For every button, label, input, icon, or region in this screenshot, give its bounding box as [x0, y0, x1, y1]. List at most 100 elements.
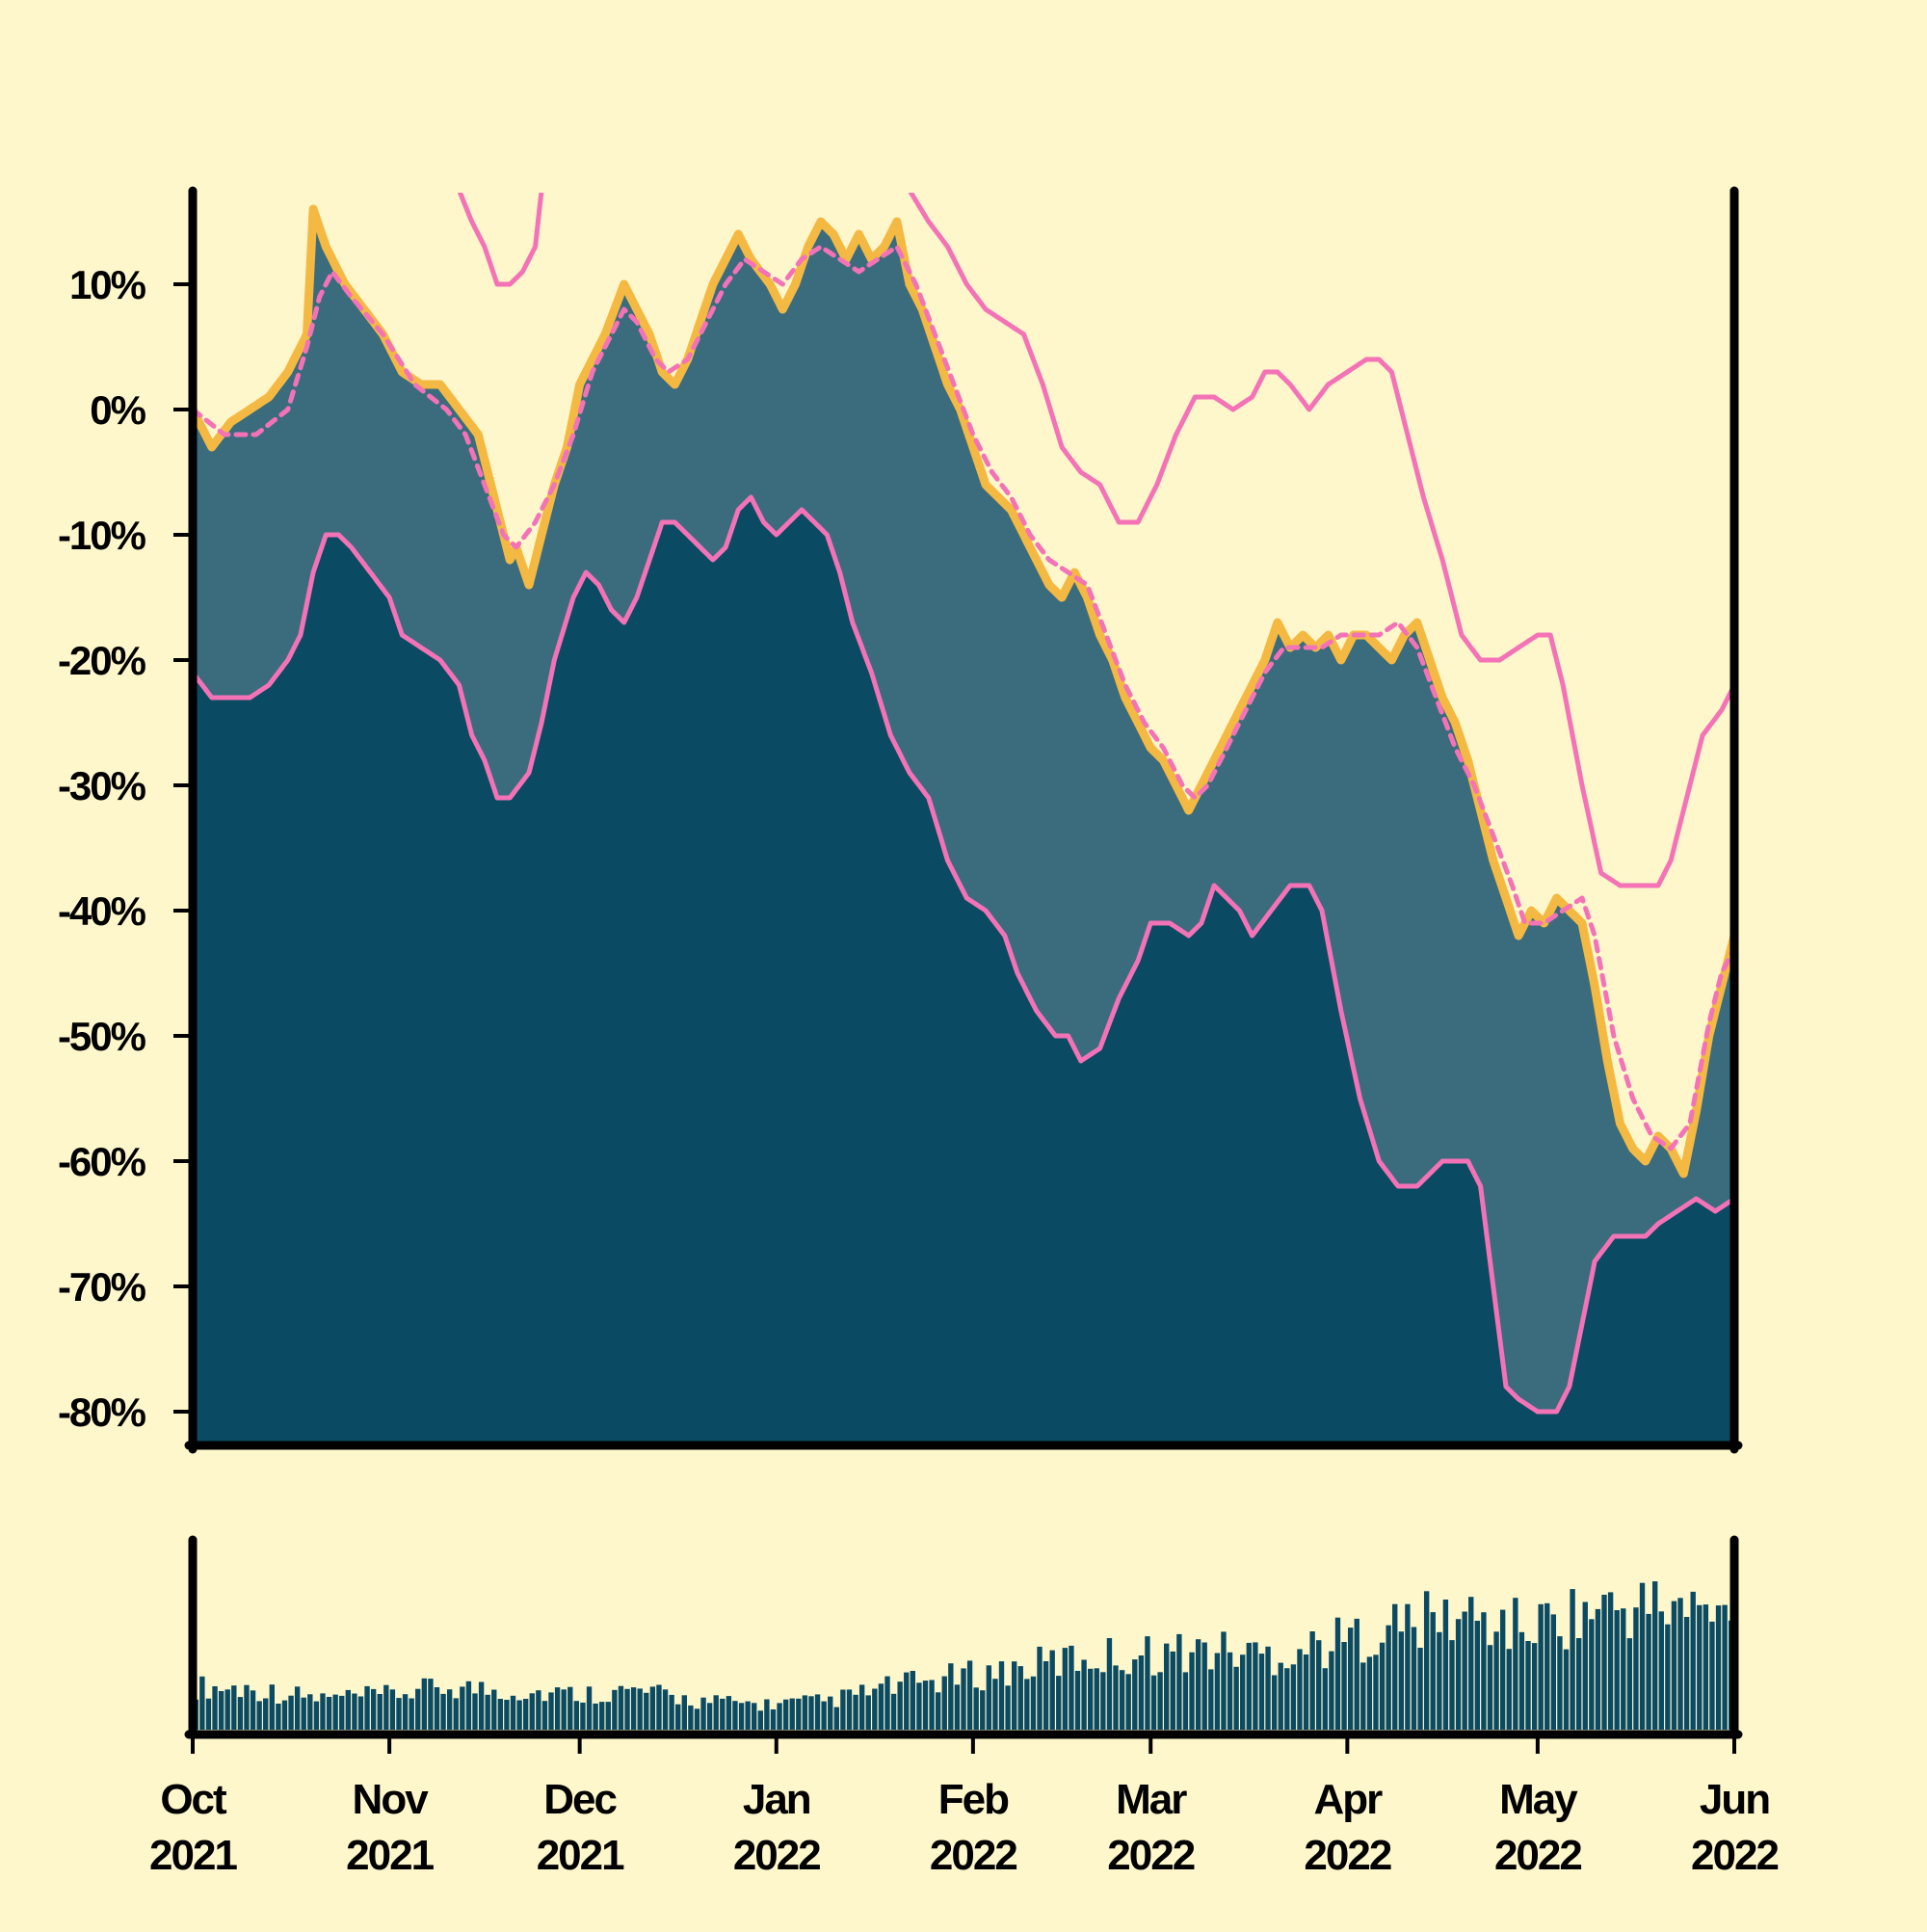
volume-bar — [307, 1694, 313, 1730]
y-tick-label: -10% — [58, 513, 146, 558]
volume-bar — [522, 1699, 529, 1730]
volume-bar — [986, 1665, 992, 1730]
volume-bar — [732, 1701, 738, 1730]
volume-bar — [1417, 1648, 1423, 1730]
volume-bar — [738, 1703, 745, 1730]
volume-bar — [1360, 1662, 1366, 1730]
volume-bar — [1614, 1610, 1620, 1730]
volume-bar — [440, 1693, 446, 1730]
volume-bar — [1049, 1650, 1055, 1730]
volume-bar — [1646, 1613, 1651, 1730]
volume-bar — [205, 1698, 212, 1730]
volume-bar — [383, 1684, 389, 1730]
volume-bar — [1246, 1642, 1252, 1730]
volume-bar — [1347, 1628, 1354, 1730]
volume-bar — [1176, 1633, 1182, 1730]
volume-bar — [332, 1694, 338, 1730]
volume-bar — [814, 1694, 821, 1730]
volume-bar — [1189, 1652, 1195, 1730]
volume-bar — [1373, 1654, 1379, 1730]
x-tick-year: 2022 — [1304, 1832, 1390, 1879]
volume-bar — [396, 1698, 402, 1730]
volume-bar — [497, 1699, 504, 1730]
volume-bar — [1329, 1651, 1334, 1730]
volume-bar — [878, 1683, 884, 1730]
volume-bar — [465, 1681, 472, 1730]
volume-bar — [865, 1695, 871, 1730]
volume-bar — [618, 1685, 624, 1730]
volume-bar — [1392, 1603, 1398, 1730]
volume-bar — [1671, 1601, 1677, 1730]
volume-bar — [688, 1705, 694, 1730]
volume-bar — [485, 1694, 490, 1730]
volume-bar — [833, 1707, 839, 1730]
volume-bar — [389, 1689, 396, 1730]
volume-bar — [1354, 1618, 1359, 1730]
volume-bar — [364, 1685, 370, 1730]
volume-plot-area — [193, 1581, 1734, 1730]
lower-band-line — [193, 494, 1734, 1415]
volume-bar — [649, 1686, 656, 1730]
volume-bar — [415, 1688, 421, 1730]
volume-bar — [1430, 1612, 1436, 1730]
moving-average-line — [193, 244, 1734, 1151]
volume-bar — [536, 1690, 541, 1730]
volume-bar — [478, 1681, 485, 1730]
main-plot-area — [193, 193, 1734, 1445]
volume-bar — [472, 1693, 478, 1730]
volume-bar — [529, 1693, 535, 1730]
volume-bar — [713, 1695, 719, 1730]
volume-bar — [802, 1695, 808, 1730]
x-tick-month: Apr — [1313, 1776, 1383, 1823]
volume-bar — [1639, 1582, 1646, 1730]
volume-bar — [1525, 1641, 1531, 1730]
y-tick-label: 10% — [69, 262, 146, 307]
volume-bar — [669, 1694, 674, 1730]
volume-bar — [1398, 1631, 1405, 1730]
volume-bar — [1100, 1672, 1106, 1730]
x-tick-month: May — [1499, 1776, 1578, 1823]
volume-bar — [250, 1690, 256, 1730]
volume-bar — [1405, 1603, 1411, 1730]
volume-bar — [853, 1694, 858, 1730]
x-tick-year: 2022 — [1494, 1832, 1581, 1879]
volume-bar — [586, 1686, 593, 1730]
volume-bar — [1621, 1608, 1626, 1730]
volume-bar — [694, 1708, 700, 1730]
volume-bar — [764, 1699, 770, 1730]
volume-bar — [281, 1700, 288, 1730]
volume-bar — [593, 1703, 598, 1730]
volume-bar — [421, 1678, 428, 1730]
y-tick-label: 0% — [90, 387, 145, 433]
volume-bar — [1074, 1671, 1081, 1730]
volume-bar — [630, 1687, 637, 1730]
volume-bar — [1069, 1645, 1074, 1730]
y-tick-label: -20% — [58, 638, 146, 683]
volume-bar — [1462, 1611, 1467, 1730]
volume-bar — [1437, 1631, 1442, 1730]
volume-bar — [237, 1697, 244, 1730]
volume-bar — [1322, 1668, 1328, 1730]
x-tick-year: 2021 — [149, 1832, 237, 1879]
volume-bar — [752, 1703, 757, 1730]
volume-bar — [1557, 1636, 1563, 1730]
volume-bar — [1088, 1668, 1094, 1730]
volume-bar — [935, 1692, 941, 1730]
volume-bar — [1024, 1679, 1030, 1730]
volume-bar — [1081, 1659, 1087, 1730]
volume-bar — [244, 1684, 250, 1730]
volume-bar — [377, 1694, 383, 1730]
volume-bar — [1531, 1643, 1538, 1730]
volume-bar — [624, 1688, 630, 1730]
volume-bar — [1589, 1619, 1595, 1730]
upper-band-line — [193, 193, 1734, 888]
volume-bar — [409, 1698, 414, 1730]
volume-bar — [1582, 1601, 1588, 1730]
x-axis-ticks: Oct 2021 Nov 2021 Dec 2021 Jan 2022 Feb 2022 Mar 20… — [149, 1734, 1780, 1879]
volume-bar — [720, 1698, 726, 1730]
volume-bar — [1709, 1621, 1715, 1730]
volume-bar — [1056, 1676, 1062, 1730]
y-tick-label: -60% — [58, 1139, 146, 1184]
volume-bar — [1011, 1661, 1017, 1730]
